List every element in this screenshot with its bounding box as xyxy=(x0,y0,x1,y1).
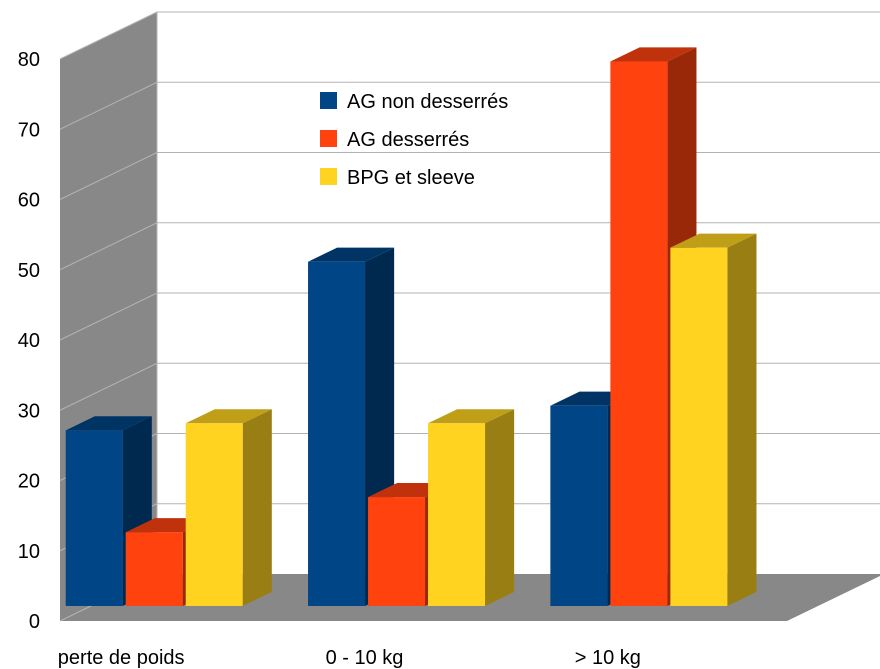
bar-side xyxy=(485,409,515,606)
bar-3-1 xyxy=(185,409,272,606)
y-tick-label: 0 xyxy=(29,611,40,633)
gridline-side xyxy=(59,11,158,60)
bar-3-3 xyxy=(670,233,757,606)
y-axis-tick-labels: 0 10 20 30 40 50 60 70 80 xyxy=(18,49,40,633)
gridline-side xyxy=(59,81,158,130)
bar-front xyxy=(428,423,486,606)
legend-swatch xyxy=(320,130,337,147)
bar-3-2 xyxy=(428,409,515,606)
bar-side xyxy=(242,409,272,606)
gridline-side xyxy=(59,152,158,200)
bar-top xyxy=(65,416,152,431)
bar-top xyxy=(185,409,272,424)
x-tick-label: > 10 kg xyxy=(575,647,641,669)
y-tick-label: 80 xyxy=(18,49,40,71)
y-tick-label: 40 xyxy=(18,330,40,352)
gridlines xyxy=(59,11,880,622)
legend-swatch xyxy=(320,168,337,185)
y-tick-label: 50 xyxy=(18,260,40,282)
bar-top xyxy=(308,247,395,262)
bar-side xyxy=(727,233,757,606)
bar-front xyxy=(185,423,243,606)
bar-1-1 xyxy=(65,416,152,606)
bars xyxy=(65,47,757,606)
legend-swatch xyxy=(320,92,337,109)
y-tick-label: 30 xyxy=(18,400,40,422)
x-axis-tick-labels: perte de poids 0 - 10 kg > 10 kg xyxy=(58,647,641,669)
bar-front xyxy=(368,497,426,606)
gridline-side xyxy=(59,292,158,341)
x-tick-label: 0 - 10 kg xyxy=(326,647,404,669)
bar-front xyxy=(610,61,668,606)
x-tick-label: perte de poids xyxy=(58,647,185,669)
bar-front xyxy=(670,247,728,606)
legend: AG non desserrés AG desserrés BPG et sleev… xyxy=(320,91,508,189)
bar-front xyxy=(308,261,366,606)
bar-top xyxy=(610,47,697,62)
bar-front xyxy=(65,430,123,606)
y-tick-label: 10 xyxy=(18,541,40,563)
y-tick-label: 60 xyxy=(18,190,40,212)
legend-label: AG desserrés xyxy=(347,129,469,151)
y-tick-label: 70 xyxy=(18,119,40,141)
gridline-side xyxy=(59,222,158,271)
gridline-side xyxy=(59,362,158,411)
legend-label: BPG et sleeve xyxy=(347,167,475,189)
bar-front xyxy=(125,532,183,606)
bar-top xyxy=(428,409,515,424)
legend-label: AG non desserrés xyxy=(347,91,508,113)
y-tick-label: 20 xyxy=(18,471,40,493)
bar-top xyxy=(670,233,757,248)
bar-front xyxy=(550,405,608,606)
